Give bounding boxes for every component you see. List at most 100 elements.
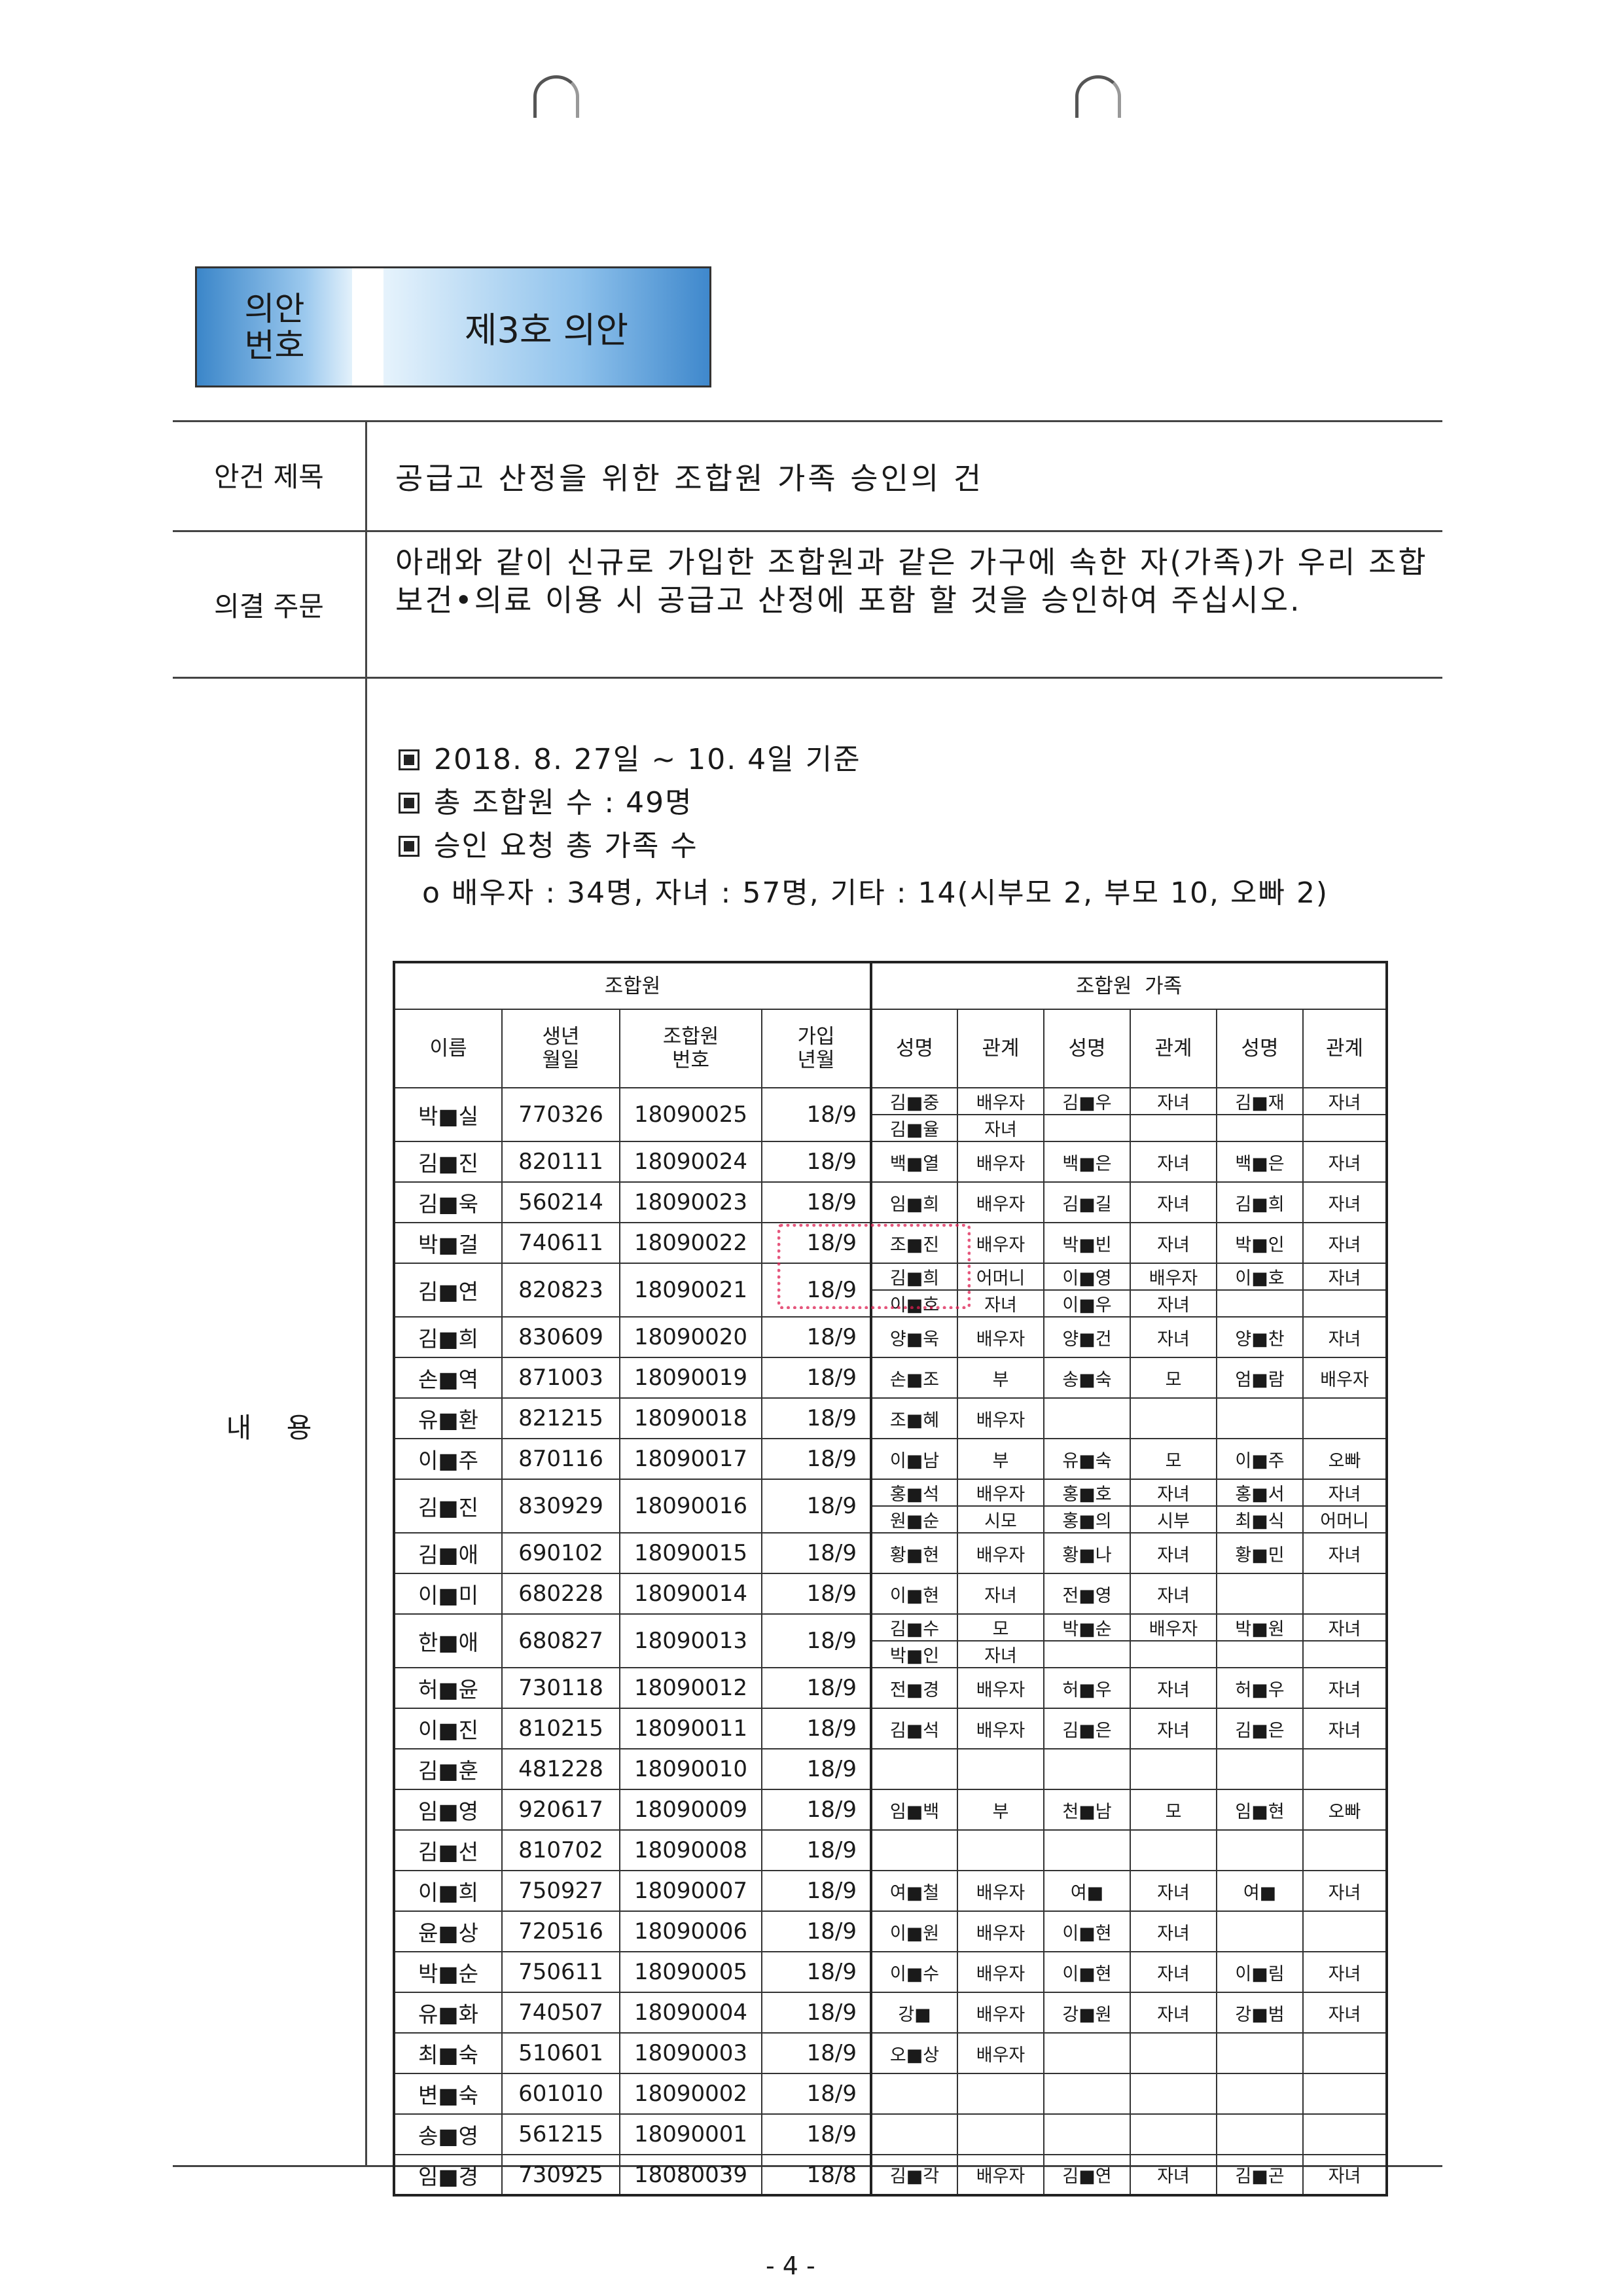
family-name bbox=[1043, 2113, 1131, 2155]
member-name: 이■주 bbox=[393, 1438, 503, 1480]
member-id: 18090024 bbox=[619, 1141, 762, 1183]
family-relation: 자녀 bbox=[1130, 1532, 1217, 1574]
family-relation: 배우자 bbox=[957, 1181, 1044, 1223]
family-relation: 부 bbox=[957, 1438, 1044, 1480]
member-id: 18090012 bbox=[619, 1667, 762, 1709]
member-birth: 510601 bbox=[501, 2032, 620, 2074]
family-relation: 자녀 bbox=[1130, 1910, 1217, 1952]
table-row: 한■애 680827 18090013 18/9 김■수 모 박■순 배우자 박■원 자녀 bbox=[393, 1613, 1387, 1668]
table-row: 최■숙 510601 18090003 18/9 오■상 배우자 bbox=[393, 2032, 1387, 2074]
family-relation: 부 bbox=[957, 1357, 1044, 1399]
member-id: 18090022 bbox=[619, 1222, 762, 1264]
family-name: 엄■람 bbox=[1216, 1357, 1304, 1399]
family-relation bbox=[1302, 1397, 1387, 1439]
member-joined: 18/9 bbox=[761, 1357, 872, 1399]
family-name bbox=[1216, 2113, 1304, 2155]
family-relation bbox=[1302, 1573, 1387, 1615]
punch-hole-mark bbox=[533, 75, 579, 118]
member-id: 18090020 bbox=[619, 1316, 762, 1358]
page-number: - 4 - bbox=[766, 2251, 815, 2280]
member-birth: 750927 bbox=[501, 1870, 620, 1912]
family-name bbox=[870, 2073, 958, 2115]
family-name: 임■백 bbox=[870, 1789, 958, 1831]
family-relation: 배우자 bbox=[957, 1141, 1044, 1183]
member-birth: 730118 bbox=[501, 1667, 620, 1709]
family-relation bbox=[1130, 1640, 1217, 1668]
family-name bbox=[870, 2113, 958, 2155]
family-name: 박■인 bbox=[870, 1640, 958, 1668]
family-name: 이■남 bbox=[870, 1438, 958, 1480]
member-birth: 561215 bbox=[501, 2113, 620, 2155]
table-row: 김■선 810702 18090008 18/9 bbox=[393, 1829, 1387, 1871]
family-relation bbox=[1302, 1114, 1387, 1142]
family-relation: 자녀 bbox=[1302, 1316, 1387, 1358]
member-birth: 601010 bbox=[501, 2073, 620, 2115]
family-name: 홍■석 bbox=[870, 1479, 958, 1507]
member-birth: 740611 bbox=[501, 1222, 620, 1264]
member-joined: 18/9 bbox=[761, 1141, 872, 1183]
family-relation: 자녀 bbox=[1302, 1181, 1387, 1223]
family-relation: 자녀 bbox=[1130, 1141, 1217, 1183]
member-joined: 18/9 bbox=[761, 1829, 872, 1871]
family-name: 이■원 bbox=[870, 1910, 958, 1952]
member-joined: 18/9 bbox=[761, 1992, 872, 2034]
family-name: 김■연 bbox=[1043, 2154, 1131, 2196]
table-row: 이■호 자녀 이■우 자녀 bbox=[394, 1289, 1387, 1318]
family-name: 이■현 bbox=[870, 1573, 958, 1615]
family-name: 강■원 bbox=[1043, 1992, 1131, 2034]
family-name: 김■은 bbox=[1043, 1708, 1131, 1749]
member-joined: 18/9 bbox=[761, 1181, 872, 1223]
family-relation: 자녀 bbox=[1130, 1181, 1217, 1223]
table-row: 김■훈 481228 18090010 18/9 bbox=[393, 1748, 1387, 1790]
family-name: 여■ bbox=[1216, 1870, 1304, 1912]
family-relation: 배우자 bbox=[957, 1667, 1044, 1709]
label-line: 의안 bbox=[244, 289, 305, 328]
bullet-item: 총 조합원 수 : 49명 bbox=[399, 779, 693, 821]
content-label: 내 용 bbox=[226, 1412, 312, 1444]
member-name: 이■진 bbox=[393, 1708, 503, 1749]
member-id: 18090005 bbox=[619, 1951, 762, 1993]
column-header: 성명 bbox=[870, 1009, 958, 1088]
family-name bbox=[1216, 1114, 1304, 1142]
table-row: 박■인 자녀 bbox=[394, 1640, 1387, 1668]
family-relation: 자녀 bbox=[1302, 2154, 1387, 2196]
family-name: 박■인 bbox=[1216, 1222, 1304, 1264]
family-name: 양■욱 bbox=[870, 1316, 958, 1358]
table-row: 박■걸 740611 18090022 18/9 조■진 배우자 박■빈 자녀 박■인 자녀 bbox=[393, 1222, 1387, 1264]
column-header: 관계 bbox=[1130, 1009, 1217, 1088]
family-name: 허■우 bbox=[1043, 1667, 1131, 1709]
label-line: 번호 bbox=[244, 326, 305, 365]
column-header: 생년 월일 bbox=[501, 1009, 620, 1088]
family-name: 김■재 bbox=[1216, 1087, 1304, 1115]
column-header: 성명 bbox=[1216, 1009, 1304, 1088]
family-relation: 모 bbox=[1130, 1789, 1217, 1831]
member-id: 18090013 bbox=[619, 1613, 762, 1668]
resolution-label: 의결 주문 bbox=[214, 590, 324, 622]
member-id: 18090003 bbox=[619, 2032, 762, 2074]
family-relation: 자녀 bbox=[1130, 1316, 1217, 1358]
agenda-title: 제3호 의안 bbox=[383, 268, 709, 386]
family-name bbox=[1216, 2073, 1304, 2115]
family-name: 박■순 bbox=[1043, 1613, 1131, 1641]
table-row: 허■윤 730118 18090012 18/9 전■경 배우자 허■우 자녀 허■우 자녀 bbox=[393, 1667, 1387, 1709]
divider bbox=[352, 268, 383, 386]
family-relation bbox=[1130, 2073, 1217, 2115]
family-relation bbox=[957, 1829, 1044, 1871]
member-joined: 18/8 bbox=[761, 2154, 872, 2196]
member-name: 송■영 bbox=[393, 2113, 503, 2155]
family-relation: 모 bbox=[957, 1613, 1044, 1641]
family-relation: 자녀 bbox=[1130, 1573, 1217, 1615]
family-name: 여■철 bbox=[870, 1870, 958, 1912]
family-name: 이■림 bbox=[1216, 1951, 1304, 1993]
member-birth: 680827 bbox=[501, 1613, 620, 1668]
table-row: 김■희 830609 18090020 18/9 양■욱 배우자 양■건 자녀 양■찬 자녀 bbox=[393, 1316, 1387, 1358]
bullet-text: 2018. 8. 27일 ~ 10. 4일 기준 bbox=[434, 743, 861, 776]
resolution-text: 아래와 같이 신규로 가입한 조합원과 같은 가구에 속한 자(가족)가 우리 … bbox=[395, 545, 1428, 618]
family-name: 임■희 bbox=[870, 1181, 958, 1223]
member-joined: 18/9 bbox=[761, 1397, 872, 1439]
family-relation bbox=[1302, 1289, 1387, 1318]
family-relation: 배우자 bbox=[957, 1708, 1044, 1749]
table-row: 김■율 자녀 bbox=[394, 1114, 1387, 1142]
family-name: 백■은 bbox=[1216, 1141, 1304, 1183]
family-relation: 어머니 bbox=[1302, 1505, 1387, 1534]
